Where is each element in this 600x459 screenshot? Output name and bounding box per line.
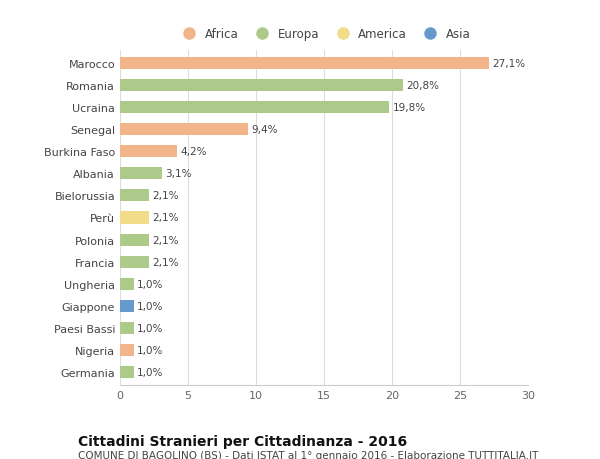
Text: 20,8%: 20,8% [406, 81, 439, 91]
Text: 4,2%: 4,2% [181, 147, 207, 157]
Bar [120, 146, 177, 158]
Text: 2,1%: 2,1% [152, 213, 178, 223]
Text: 19,8%: 19,8% [392, 103, 426, 113]
Bar [120, 190, 149, 202]
Text: 1,0%: 1,0% [137, 345, 163, 355]
Bar [120, 58, 488, 70]
Text: COMUNE DI BAGOLINO (BS) - Dati ISTAT al 1° gennaio 2016 - Elaborazione TUTTITALI: COMUNE DI BAGOLINO (BS) - Dati ISTAT al … [78, 450, 538, 459]
Bar [120, 124, 248, 136]
Text: Cittadini Stranieri per Cittadinanza - 2016: Cittadini Stranieri per Cittadinanza - 2… [78, 434, 407, 448]
Bar [120, 234, 149, 246]
Text: 1,0%: 1,0% [137, 301, 163, 311]
Legend: Africa, Europa, America, Asia: Africa, Europa, America, Asia [173, 23, 475, 45]
Bar [120, 168, 162, 180]
Text: 2,1%: 2,1% [152, 235, 178, 245]
Text: 9,4%: 9,4% [251, 125, 278, 135]
Bar [120, 102, 389, 114]
Bar [120, 256, 149, 268]
Text: 27,1%: 27,1% [492, 59, 525, 69]
Bar [120, 366, 134, 378]
Bar [120, 278, 134, 290]
Bar [120, 300, 134, 312]
Text: 2,1%: 2,1% [152, 191, 178, 201]
Text: 1,0%: 1,0% [137, 367, 163, 377]
Bar [120, 344, 134, 356]
Text: 1,0%: 1,0% [137, 323, 163, 333]
Text: 3,1%: 3,1% [166, 169, 192, 179]
Bar [120, 322, 134, 334]
Text: 2,1%: 2,1% [152, 257, 178, 267]
Bar [120, 212, 149, 224]
Bar [120, 80, 403, 92]
Text: 1,0%: 1,0% [137, 279, 163, 289]
